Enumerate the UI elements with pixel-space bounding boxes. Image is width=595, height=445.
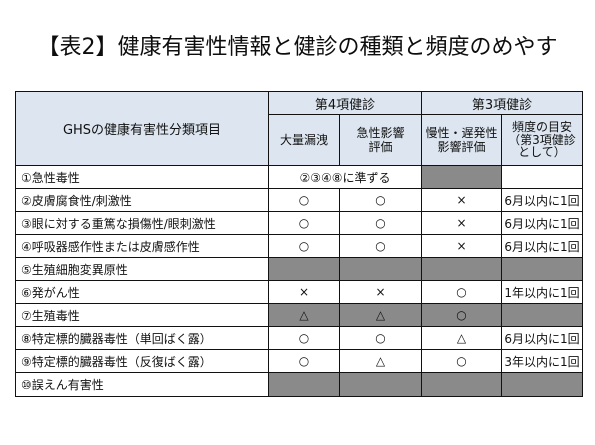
cell-na: [421, 165, 502, 189]
row-note: ②③④⑧に準ずる: [268, 165, 422, 189]
cell-chronic: ×: [421, 234, 502, 258]
row-label: ⑤生殖細胞変異原性: [15, 257, 269, 281]
cell-large-leak: ○: [268, 326, 340, 350]
header-group-4: 第4項健診: [268, 91, 422, 115]
cell-large-leak: △: [268, 303, 340, 327]
header-frequency-line3: として）: [518, 145, 566, 160]
header-chronic-effect-line2: 影響評価: [437, 140, 486, 154]
page-title: 【表2】健康有害性情報と健診の種類と頻度のめやす: [37, 35, 558, 60]
cell-acute: ×: [339, 280, 422, 304]
header-frequency-line1: 頻度の目安: [511, 120, 572, 135]
header-acute-effect: 急性影響 評価: [339, 114, 422, 166]
row-label: ⑧特定標的臓器毒性（単回ばく露）: [15, 326, 269, 350]
cell-chronic: ×: [421, 211, 502, 235]
cell-na: [501, 372, 583, 397]
cell-na: [421, 372, 502, 397]
cell-large-leak: ○: [268, 349, 340, 373]
cell-chronic: ×: [421, 188, 502, 212]
header-large-leak-text: 大量漏洩: [279, 133, 328, 147]
cell-chronic: ○: [421, 349, 502, 373]
table-row: ④呼吸器感作性または皮膚感作性 ○ ○ × 6月以内に1回: [15, 234, 583, 258]
cell-na: [421, 257, 502, 281]
header-chronic-effect: 慢性・遅発性 影響評価: [421, 114, 502, 166]
cell-frequency: [501, 165, 583, 189]
cell-frequency: 6月以内に1回: [501, 326, 583, 350]
table-row: ⑨特定標的臓器毒性（反復ばく露） ○ △ ○ 3年以内に1回: [15, 349, 583, 373]
cell-acute: ○: [339, 234, 422, 258]
header-acute-effect-line1: 急性影響: [356, 126, 405, 140]
row-label: ⑥発がん性: [15, 280, 269, 304]
table-row: ⑩誤えん有害性: [15, 372, 583, 397]
row-label: ⑨特定標的臓器毒性（反復ばく露）: [15, 349, 269, 373]
cell-frequency: 3年以内に1回: [501, 349, 583, 373]
row-label: ⑩誤えん有害性: [15, 372, 269, 397]
cell-large-leak: ×: [268, 280, 340, 304]
table-row: ⑧特定標的臓器毒性（単回ばく露） ○ ○ △ 6月以内に1回: [15, 326, 583, 350]
header-frequency: 頻度の目安 （第3項健診 として）: [501, 114, 583, 166]
cell-large-leak: ○: [268, 188, 340, 212]
cell-acute: ○: [339, 188, 422, 212]
cell-frequency: 6月以内に1回: [501, 188, 583, 212]
cell-large-leak: ○: [268, 211, 340, 235]
cell-na: [268, 372, 340, 397]
cell-acute: △: [339, 349, 422, 373]
cell-large-leak: ○: [268, 234, 340, 258]
row-label: ③眼に対する重篤な損傷性/眼刺激性: [15, 211, 269, 235]
health-checkup-table: GHSの健康有害性分類項目 第4項健診 第3項健診 大量漏洩 急性影響 評価 慢…: [15, 91, 583, 397]
header-item-column: GHSの健康有害性分類項目: [15, 91, 269, 166]
cell-chronic: ○: [421, 280, 502, 304]
cell-frequency: 1年以内に1回: [501, 280, 583, 304]
table-row: ⑥発がん性 × × ○ 1年以内に1回: [15, 280, 583, 304]
cell-na: [339, 372, 422, 397]
cell-acute: ○: [339, 326, 422, 350]
table-row: ②皮膚腐食性/刺激性 ○ ○ × 6月以内に1回: [15, 188, 583, 212]
table-row: ①急性毒性 ②③④⑧に準ずる: [15, 165, 583, 189]
header-large-leak: 大量漏洩: [268, 114, 340, 166]
header-row-2: 大量漏洩 急性影響 評価 慢性・遅発性 影響評価 頻度の目安 （第3項健診 とし…: [16, 114, 583, 166]
cell-na: [339, 257, 422, 281]
header-group-3: 第3項健診: [421, 91, 583, 115]
cell-frequency: 6月以内に1回: [501, 211, 583, 235]
cell-na: [501, 257, 583, 281]
header-frequency-line2: （第3項健診: [508, 132, 576, 147]
cell-acute: ○: [339, 211, 422, 235]
cell-acute: △: [339, 303, 422, 327]
row-label: ④呼吸器感作性または皮膚感作性: [15, 234, 269, 258]
table-row: ⑦生殖毒性 △ △ ○: [15, 303, 583, 327]
header-row-1: GHSの健康有害性分類項目 第4項健診 第3項健診: [15, 91, 583, 166]
cell-na: [268, 257, 340, 281]
row-label: ①急性毒性: [15, 165, 269, 189]
cell-chronic: ○: [421, 303, 502, 327]
row-label: ⑦生殖毒性: [15, 303, 269, 327]
table-row: ⑤生殖細胞変異原性: [15, 257, 583, 281]
row-label: ②皮膚腐食性/刺激性: [15, 188, 269, 212]
table-row: ③眼に対する重篤な損傷性/眼刺激性 ○ ○ × 6月以内に1回: [15, 211, 583, 235]
cell-chronic: △: [421, 326, 502, 350]
header-acute-effect-line2: 評価: [368, 140, 393, 154]
cell-frequency: 6月以内に1回: [501, 234, 583, 258]
header-chronic-effect-line1: 慢性・遅発性: [425, 126, 498, 140]
cell-na: [501, 303, 583, 327]
